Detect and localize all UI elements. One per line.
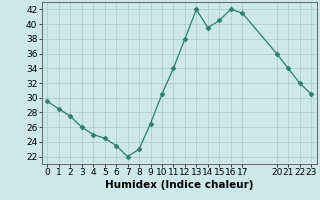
X-axis label: Humidex (Indice chaleur): Humidex (Indice chaleur) [105,180,253,190]
